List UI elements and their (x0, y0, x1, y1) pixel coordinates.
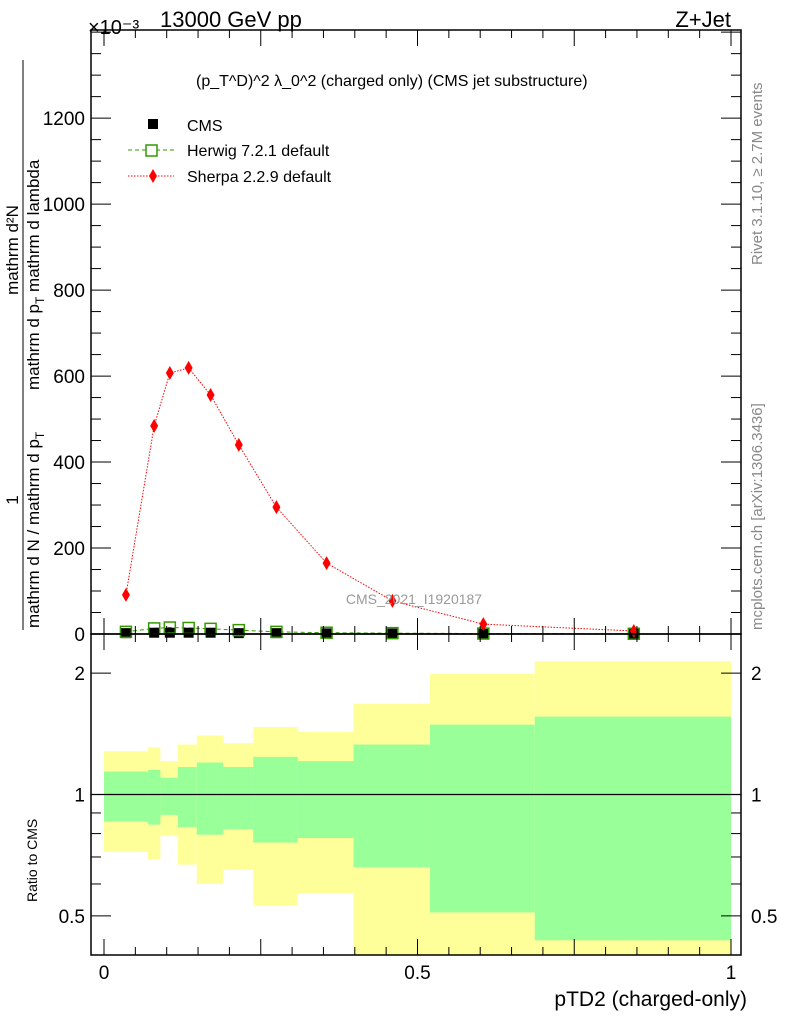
herwig-point (386, 626, 399, 640)
x-axis-label: pTD2 (charged-only) (554, 988, 747, 1011)
x-tick-label: 0 (99, 963, 110, 984)
ratio-y-tick-label-right: 1 (751, 786, 762, 807)
stat-band-bin (297, 761, 354, 839)
rivet-label: Rivet 3.1.10, ≥ 2.7M events (749, 83, 766, 266)
stat-band-bin (147, 770, 161, 825)
stat-band-bin (177, 766, 197, 828)
y-label-den1: mathrm d N / mathrm d pT (24, 431, 47, 628)
sherpa-point (121, 587, 130, 602)
stat-band-bin (253, 756, 298, 843)
mcplots-label: mcplots.cern.ch [arXiv:1306.3436] (749, 403, 766, 630)
legend-label-sherpa: Sherpa 2.2.9 default (187, 169, 332, 186)
y-tick-label: 400 (53, 453, 85, 474)
plot-title: (p_T^D)^2 λ_0^2 (charged only) (CMS jet … (196, 73, 588, 90)
sherpa-line (125, 367, 634, 632)
ratio-y-tick-label-right: 0.5 (751, 907, 777, 928)
sherpa-point (234, 437, 243, 452)
sherpa-point (388, 593, 397, 608)
y-tick-label: 200 (53, 539, 85, 560)
cms-point (120, 628, 131, 639)
sherpa-point (165, 366, 174, 381)
herwig-point (320, 626, 333, 639)
herwig-point (232, 623, 246, 637)
stat-band-bin (196, 762, 224, 835)
y-tick-label: 600 (53, 367, 85, 388)
legend-label-herwig: Herwig 7.2.1 default (187, 143, 330, 160)
y-tick-label: 0 (74, 625, 85, 646)
header-right: Z+Jet (675, 7, 731, 32)
cms-point (149, 627, 160, 638)
stat-band-bin (534, 716, 731, 941)
herwig-point (270, 625, 283, 639)
stat-band-bin (223, 766, 254, 830)
legend-label-cms: CMS (187, 118, 223, 135)
legend-marker-sherpa (149, 169, 157, 183)
herwig-point (119, 625, 133, 639)
sherpa-point (272, 500, 281, 515)
multiplier-label: ×10⁻³ (88, 17, 139, 39)
cms-point (205, 627, 216, 638)
legend: CMS Herwig 7.2.1 default Sherpa 2.2.9 de… (128, 118, 332, 186)
stat-band-bin (353, 744, 431, 868)
header-left: 13000 GeV pp (160, 7, 302, 32)
cms-point (271, 628, 282, 639)
ratio-y-tick-label-right: 2 (751, 664, 762, 685)
y-label-den2: mathrm d pT mathrm d lambda (24, 159, 47, 390)
cms-point (183, 627, 194, 638)
sherpa-point (479, 617, 488, 632)
sherpa-point (184, 360, 193, 375)
legend-marker-cms (148, 119, 158, 129)
ratio-y-tick-label: 1 (74, 786, 85, 807)
herwig-line (125, 627, 634, 635)
herwig-point (163, 621, 177, 634)
x-tick-label: 0.5 (404, 963, 430, 984)
sherpa-point (150, 418, 159, 433)
stat-band-bin (104, 771, 148, 822)
cms-point (233, 628, 244, 639)
y-tick-label: 1200 (43, 109, 85, 130)
y-tick-label: 800 (53, 281, 85, 302)
y-label-num1: 1 (3, 495, 22, 504)
stat-band-bin (160, 777, 178, 815)
y-tick-label: 1000 (43, 195, 85, 216)
y-axis-label: 1 mathrm d²N mathrm d N / mathrm d pT ma… (3, 60, 47, 630)
legend-marker-herwig (145, 144, 158, 157)
y-label-num2: mathrm d²N (3, 205, 22, 295)
sherpa-point (206, 387, 215, 402)
x-tick-label: 1 (726, 963, 737, 984)
stat-band-bin (430, 724, 535, 913)
watermark: CMS_2021_I1920187 (346, 591, 482, 607)
sherpa-point (322, 556, 331, 571)
ratio-y-label: Ratio to CMS (24, 819, 40, 902)
ratio-y-tick-label: 2 (74, 664, 85, 685)
ratio-y-tick-label: 0.5 (59, 907, 85, 928)
